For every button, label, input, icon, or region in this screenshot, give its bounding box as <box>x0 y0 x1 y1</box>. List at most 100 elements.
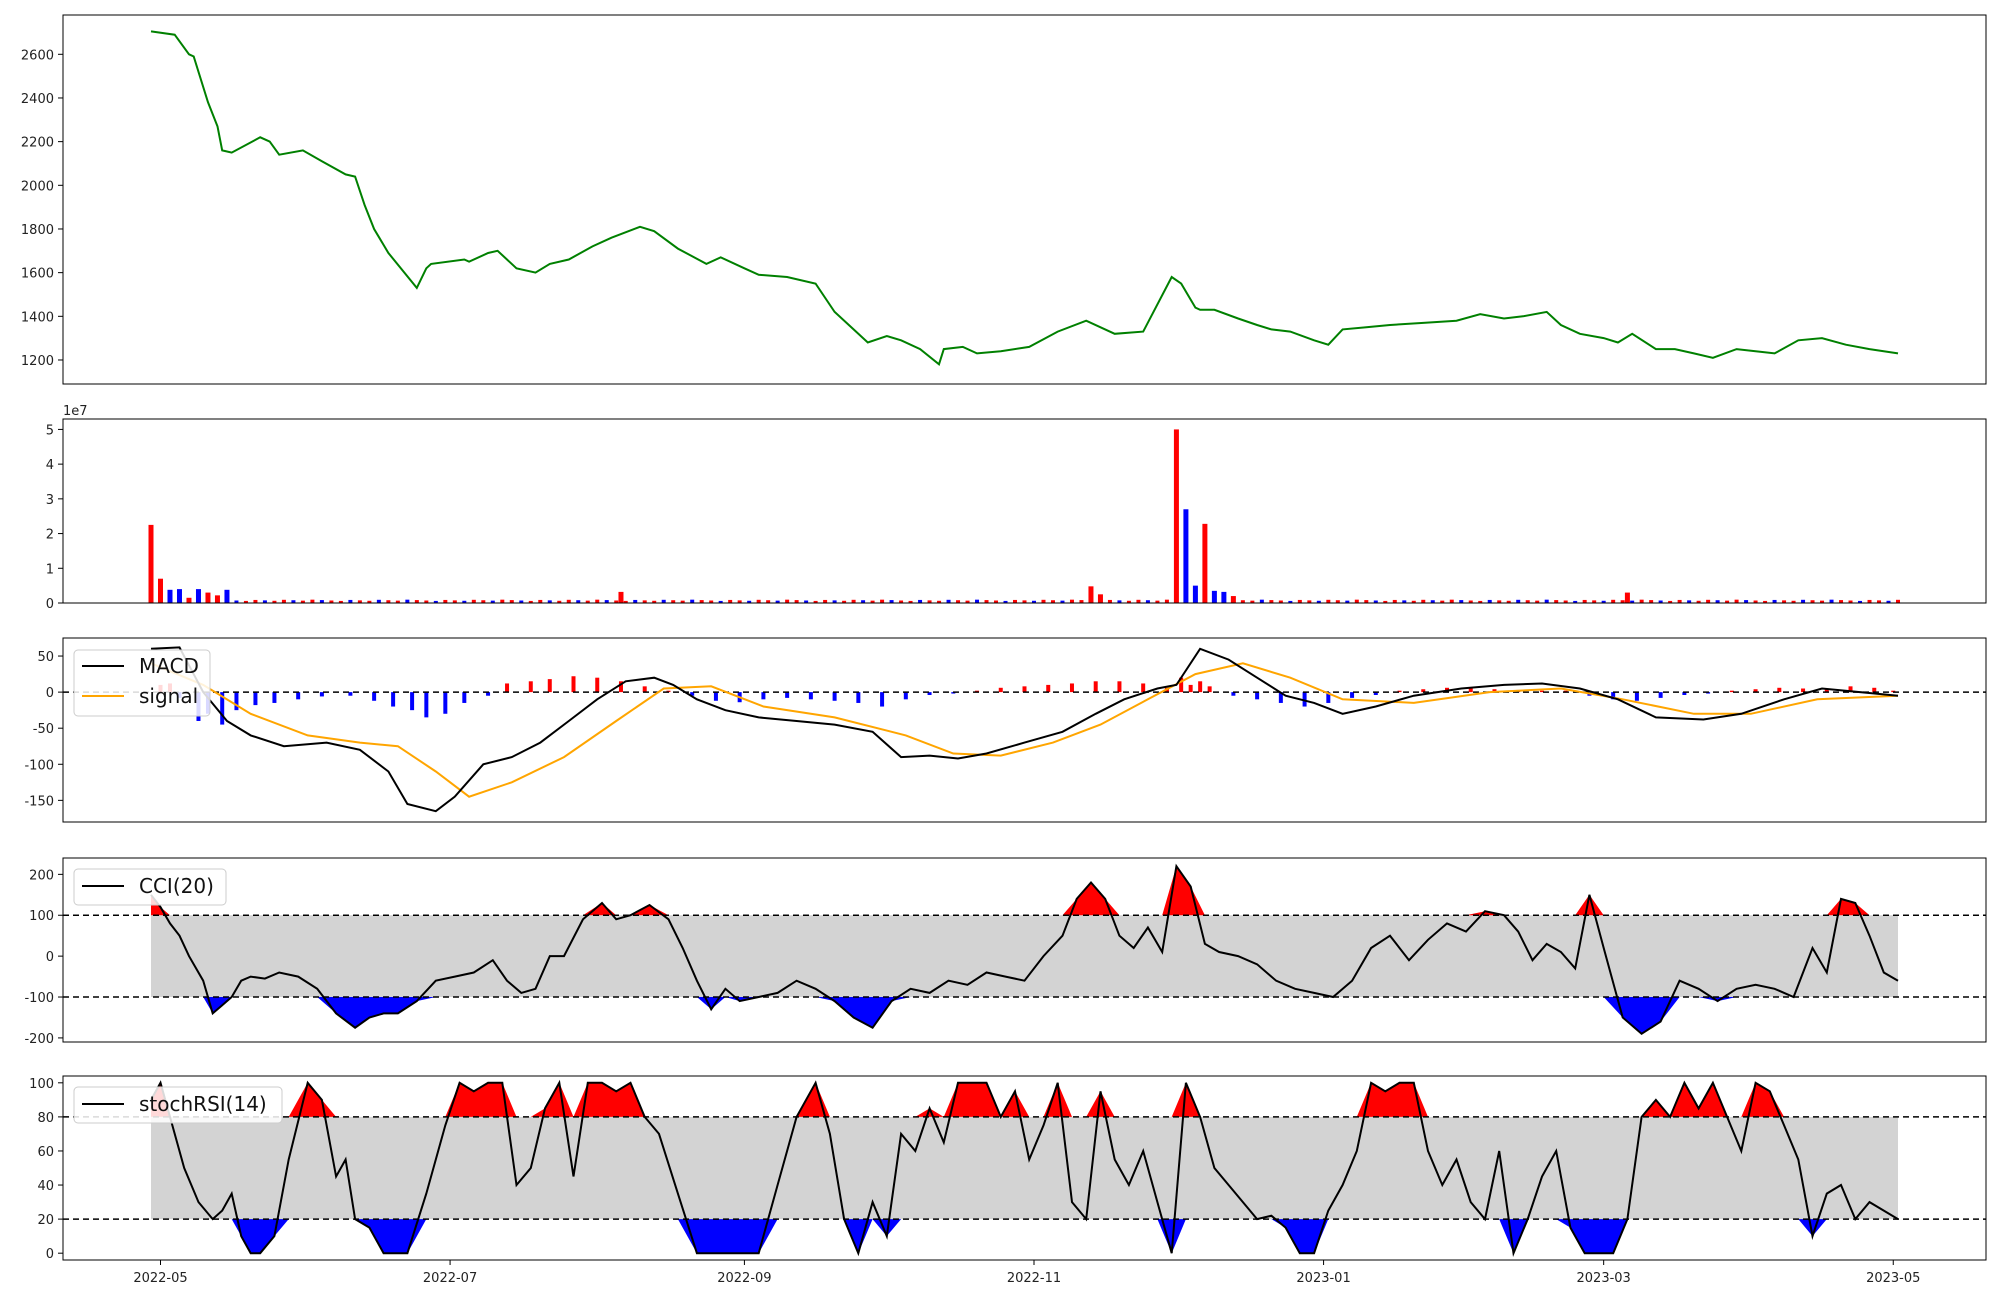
volume-bar <box>1335 600 1340 603</box>
volume-bar <box>1326 599 1331 603</box>
volume-bar <box>813 600 818 603</box>
volume-bar-major <box>1097 594 1103 603</box>
volume-bar <box>766 600 771 603</box>
volume-bar <box>1421 599 1426 603</box>
volume-bar <box>994 600 999 603</box>
volume-bar <box>1601 600 1606 603</box>
macd-histogram-bar <box>1302 692 1307 707</box>
volume-bar <box>690 599 695 603</box>
volume-bar <box>1013 599 1018 603</box>
volume-bar <box>1687 600 1692 603</box>
xtick-label: 2022-07 <box>423 1271 477 1286</box>
macd-histogram-bar <box>1093 681 1098 693</box>
volume-bar <box>614 600 619 603</box>
macd-histogram-bar <box>856 692 861 703</box>
macd-histogram-bar <box>1848 686 1853 693</box>
cci-line <box>150 863 1899 1036</box>
macd-histogram-bar <box>296 692 301 700</box>
volume-bar <box>1639 599 1644 603</box>
volume-bar <box>728 599 733 603</box>
volume-bar <box>1430 600 1435 603</box>
macd-histogram-bar <box>785 692 790 698</box>
macd-legend-label-macd: MACD <box>139 654 199 678</box>
volume-bar <box>804 600 809 603</box>
volume-bar <box>975 599 980 603</box>
macd-ytick-label: -100 <box>24 758 54 773</box>
macd-histogram-bar <box>443 692 448 714</box>
macd-histogram-bar <box>1777 687 1782 693</box>
volume-bar <box>1364 600 1369 603</box>
volume-bar <box>956 600 961 603</box>
line-layer <box>63 30 1986 1257</box>
macd-histogram-bar <box>1539 690 1544 693</box>
macd-histogram-bar <box>571 676 576 693</box>
volume-bar <box>1392 599 1397 603</box>
cci-ytick-label: 100 <box>29 909 54 924</box>
stochrsi-line <box>150 1079 1899 1257</box>
volume-bar <box>300 600 305 603</box>
volume-bar <box>1126 600 1131 603</box>
volume-bar <box>709 600 714 603</box>
volume-bar <box>861 600 866 603</box>
cci-legend-box <box>73 868 227 906</box>
volume-bar <box>737 600 742 603</box>
volume-bar <box>718 600 723 603</box>
volume-bar <box>1060 600 1065 603</box>
volume-bar <box>1307 600 1312 603</box>
volume-bar <box>1506 600 1511 603</box>
stochrsi-ytick-label: 40 <box>37 1179 54 1194</box>
volume-bar <box>633 599 638 603</box>
volume-bar <box>1848 600 1853 603</box>
volume-bar <box>1668 600 1673 603</box>
stochrsi-overbought-fill <box>151 1082 1898 1117</box>
volume-bar <box>1544 599 1549 603</box>
volume-bar <box>1886 600 1891 603</box>
volume-bar <box>566 599 571 603</box>
xtick-label: 2022-05 <box>133 1271 187 1286</box>
volume-bar <box>1658 600 1663 603</box>
macd-histogram-bar <box>808 692 813 700</box>
macd-histogram-bar <box>761 692 766 700</box>
volume-bar <box>1107 599 1112 603</box>
volume-bar-major <box>148 524 154 603</box>
cci-ytick-label: 0 <box>46 950 54 965</box>
price-ytick-label: 2600 <box>21 48 54 63</box>
macd-histogram-bar <box>462 692 467 703</box>
volume-bar-major <box>1221 591 1227 603</box>
volume-bar <box>595 599 600 603</box>
volume-bar <box>1706 599 1711 603</box>
xtick-label: 2022-09 <box>717 1271 771 1286</box>
volume-bar <box>1031 600 1036 603</box>
xtick-label: 2022-11 <box>1007 1271 1061 1286</box>
volume-bar-major <box>205 592 211 603</box>
volume-bar <box>1449 599 1454 603</box>
volume-bar-major <box>1211 590 1217 603</box>
volume-bar <box>1829 599 1834 603</box>
volume-bar <box>433 600 438 603</box>
volume-bar <box>405 599 410 603</box>
volume-bar <box>585 600 590 603</box>
volume-bar <box>965 600 970 603</box>
volume-bar <box>671 600 676 603</box>
volume-bar <box>1497 600 1502 603</box>
volume-bar <box>234 600 239 603</box>
volume-bar <box>367 600 372 603</box>
stochrsi-legend-label: stochRSI(14) <box>139 1092 267 1116</box>
macd-legend: MACD signal <box>73 649 211 717</box>
stochrsi-ytick-label: 20 <box>37 1213 54 1228</box>
volume-bar <box>1630 600 1635 603</box>
stochrsi-ytick-label: 0 <box>46 1247 54 1262</box>
volume-ytick-label: 0 <box>46 597 54 612</box>
volume-bar <box>1022 600 1027 603</box>
volume-bar <box>747 600 752 603</box>
volume-bar <box>424 600 429 603</box>
volume-bar <box>1373 600 1378 603</box>
volume-bar <box>1896 599 1900 603</box>
macd-histogram-bar <box>424 692 429 718</box>
volume-bar <box>680 600 685 603</box>
volume-bar <box>1696 600 1701 603</box>
volume-bar <box>1516 599 1521 603</box>
volume-bar <box>576 600 581 603</box>
volume-bar <box>1468 600 1473 603</box>
